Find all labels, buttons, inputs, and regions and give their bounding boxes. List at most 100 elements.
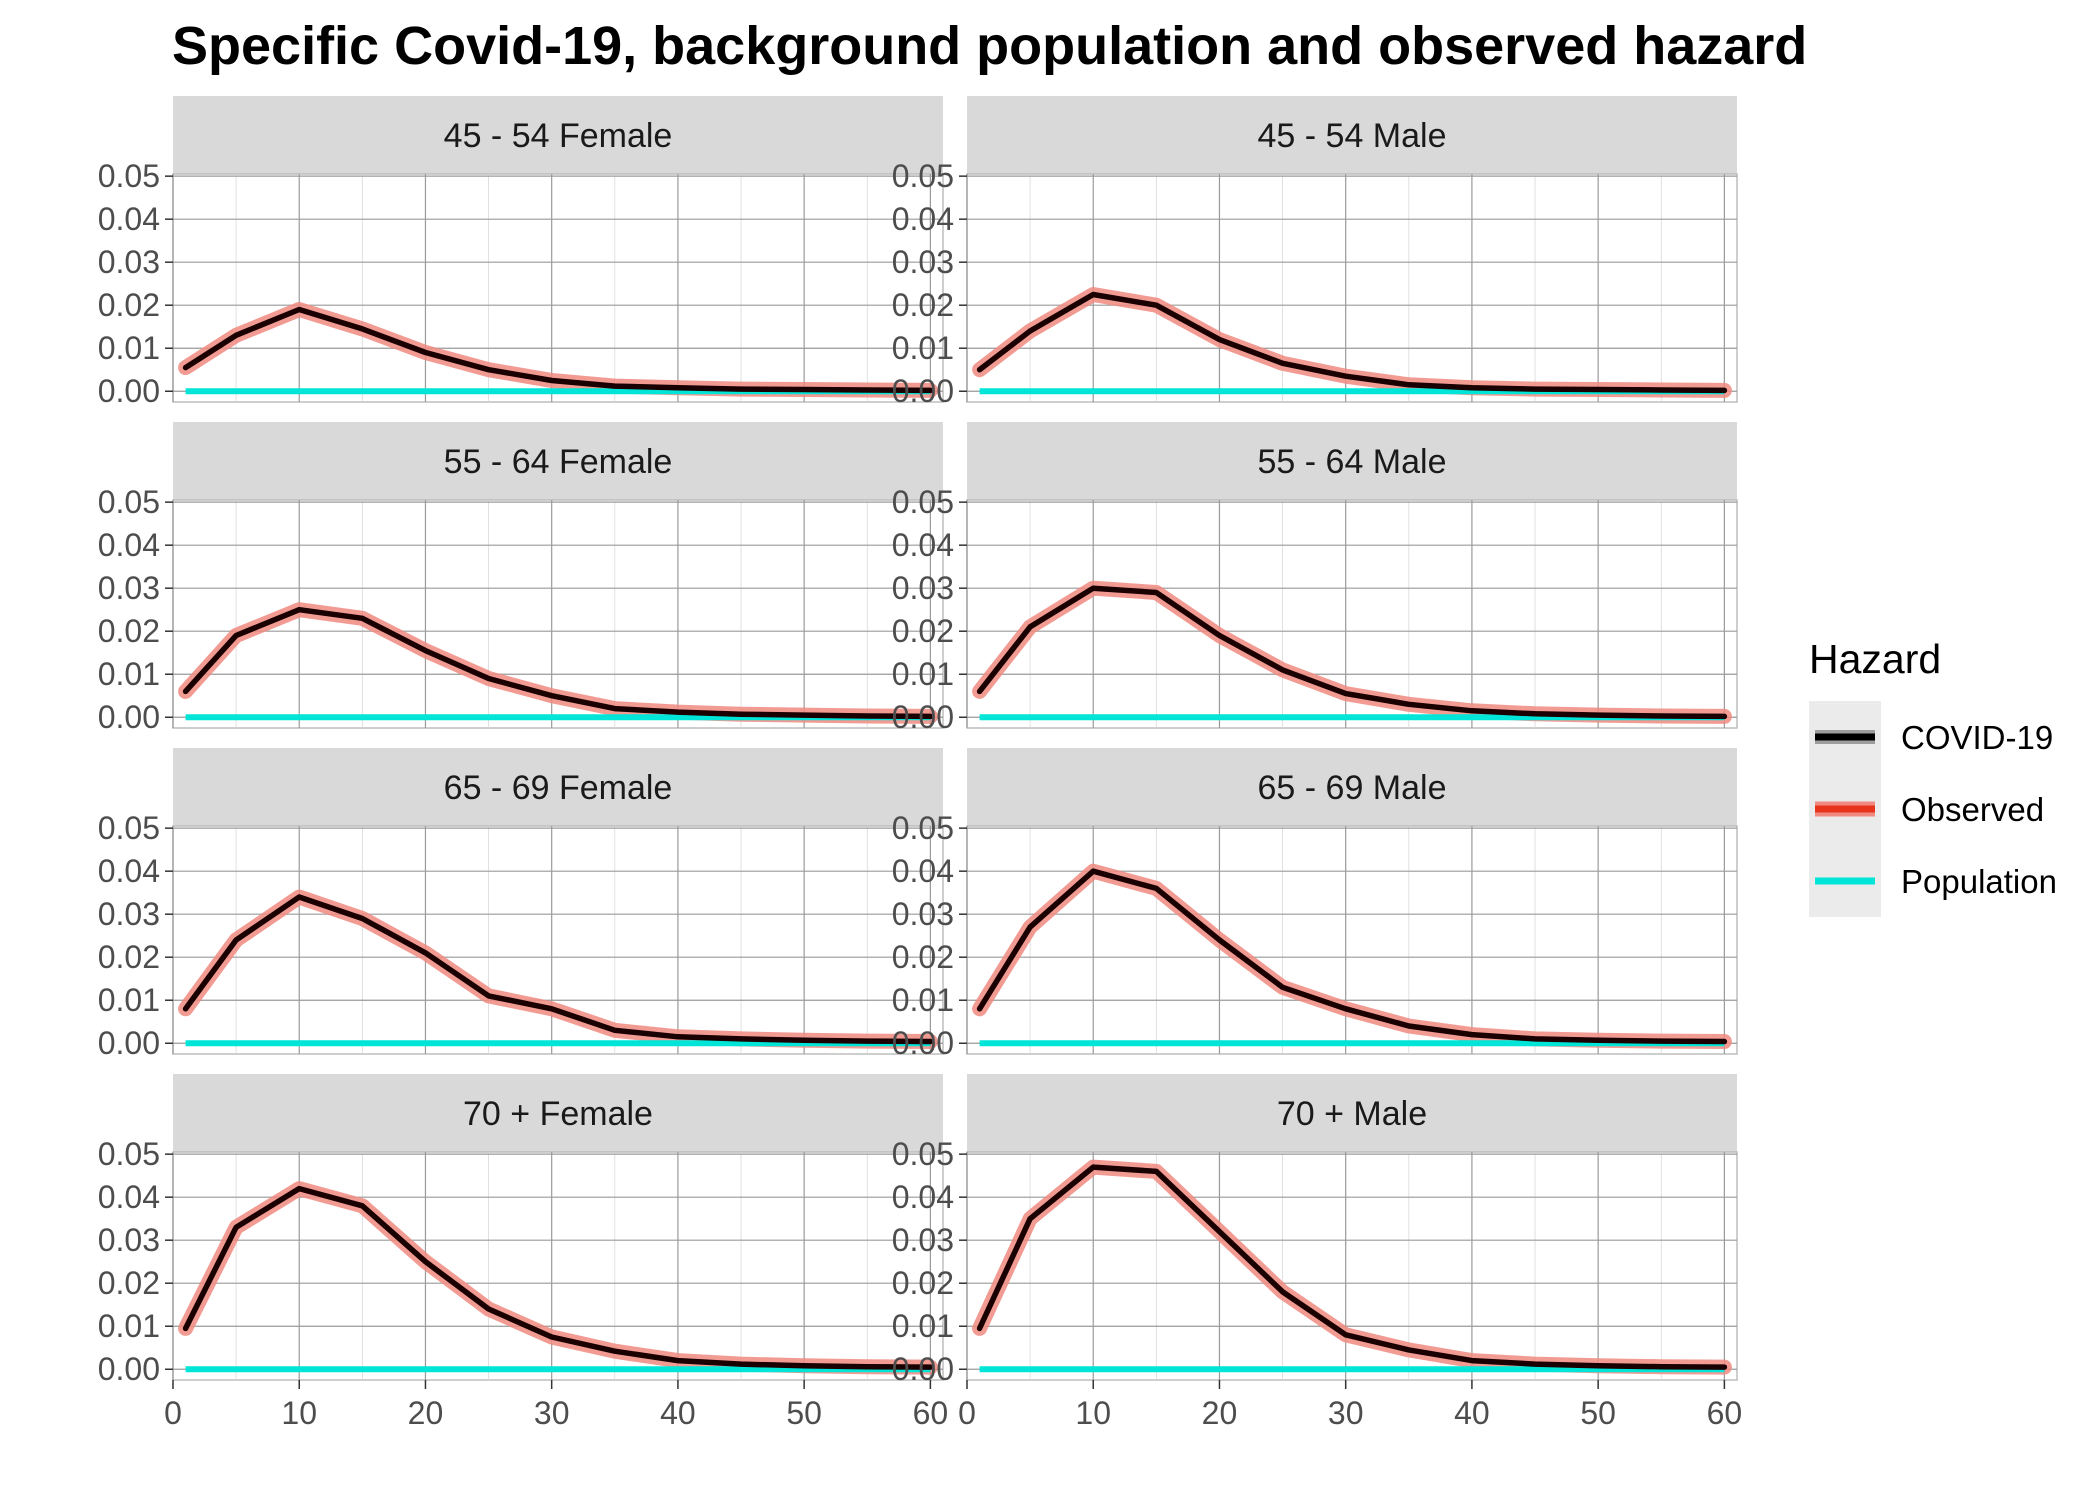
- covid-19-point: [549, 377, 555, 383]
- covid-19-point: [1027, 924, 1033, 930]
- legend-title: Hazard: [1809, 636, 1941, 682]
- covid-19-point: [296, 307, 302, 313]
- strip-label: 70 + Male: [1277, 1095, 1427, 1133]
- covid-19-point: [1343, 1332, 1349, 1338]
- y-tick-label: 0.01: [892, 656, 954, 692]
- plot-area: [966, 825, 1738, 1055]
- x-tick-label: 30: [534, 1395, 570, 1431]
- covid-19-point: [927, 387, 933, 393]
- covid-19-point: [1721, 713, 1727, 719]
- covid-19-point: [183, 688, 189, 694]
- plot-area: [966, 173, 1738, 403]
- plot-area: [172, 173, 944, 403]
- covid-19-point: [1721, 1039, 1727, 1045]
- strip-label: 55 - 64 Male: [1258, 443, 1447, 481]
- covid-19-point: [359, 615, 365, 621]
- covid-19-point: [1595, 712, 1601, 718]
- covid-19-point: [1027, 1216, 1033, 1222]
- x-tick-label: 10: [281, 1395, 317, 1431]
- covid-19-point: [675, 709, 681, 715]
- covid-19-point: [1280, 984, 1286, 990]
- covid-19-point: [233, 633, 239, 639]
- covid-19-point: [549, 1334, 555, 1340]
- covid-19-point: [183, 1325, 189, 1331]
- covid-19-point: [1658, 1364, 1664, 1370]
- grid: [172, 826, 943, 1054]
- strip-label: 45 - 54 Female: [444, 117, 673, 155]
- panel-55-64-male: 55 - 64 Male 0.00 0.01 0.02 0.03 0.04 0.05: [892, 422, 1738, 735]
- covid-19-point: [1343, 691, 1349, 697]
- legend: Hazard COVID-19 Observed Population: [1809, 636, 2057, 917]
- covid-19-point: [233, 1224, 239, 1230]
- covid-19-point: [1216, 337, 1222, 343]
- strip-label: 45 - 54 Male: [1258, 117, 1447, 155]
- panel-70-plus-male: 70 + Male 0.00 0.01 0.02 0.03 0.04 0.05: [892, 1074, 1738, 1387]
- covid-19-point: [738, 1361, 744, 1367]
- y-tick-label: 0.01: [892, 982, 954, 1018]
- covid-19-point: [359, 1203, 365, 1209]
- x-tick-label: 60: [913, 1395, 949, 1431]
- covid-19-point: [738, 711, 744, 717]
- covid-19-point: [296, 1186, 302, 1192]
- y-tick-label: 0.03: [98, 570, 160, 606]
- covid-19-point: [864, 387, 870, 393]
- covid-19-point: [801, 1363, 807, 1369]
- y-axis: 0.00 0.01 0.02 0.03 0.04 0.05: [98, 810, 173, 1061]
- legend-label-population: Population: [1901, 863, 2057, 900]
- y-tick-label: 0.05: [98, 1136, 160, 1172]
- x-tick-label: 10: [1075, 1395, 1111, 1431]
- x-tick-label: 20: [1202, 1395, 1238, 1431]
- y-tick-label: 0.03: [892, 896, 954, 932]
- covid-19-point: [801, 712, 807, 718]
- covid-19-point: [1090, 868, 1096, 874]
- covid-19-point: [1343, 373, 1349, 379]
- grid: [966, 826, 1737, 1054]
- covid-19-point: [233, 332, 239, 338]
- strip-65-69-female: [173, 748, 943, 826]
- covid-19-point: [1406, 701, 1412, 707]
- covid-19-point: [1027, 624, 1033, 630]
- y-tick-label: 0.03: [892, 570, 954, 606]
- strip-45-54-male: [967, 96, 1737, 174]
- strip-55-64-male: [967, 422, 1737, 500]
- covid-19-point: [1406, 1023, 1412, 1029]
- y-tick-label: 0.04: [892, 201, 954, 237]
- plot-area: [172, 825, 944, 1055]
- covid-19-point: [1280, 667, 1286, 673]
- covid-19-point: [183, 365, 189, 371]
- panel-65-69-male: 65 - 69 Male 0.00 0.01 0.02 0.03 0.04 0.05: [892, 748, 1738, 1061]
- strip-45-54-female: [173, 96, 943, 174]
- y-tick-label: 0.02: [892, 1265, 954, 1301]
- strip-70-plus-female: [173, 1074, 943, 1152]
- covid-19-point: [1216, 937, 1222, 943]
- covid-19-point: [1153, 589, 1159, 595]
- y-tick-label: 0.02: [98, 287, 160, 323]
- covid-19-point: [1153, 302, 1159, 308]
- panel-65-69-female: 65 - 69 Female 0.00 0.01 0.02 0.03 0.04 0.05: [98, 748, 944, 1061]
- covid-19-point: [1469, 1358, 1475, 1364]
- y-tick-label: 0.01: [98, 330, 160, 366]
- y-tick-label: 0.05: [892, 1136, 954, 1172]
- chart-title: Specific Covid-19, background population…: [172, 16, 1807, 76]
- y-tick-label: 0.05: [98, 484, 160, 520]
- covid-19-point: [612, 1348, 618, 1354]
- covid-19-point: [864, 713, 870, 719]
- y-tick-label: 0.03: [98, 896, 160, 932]
- covid-19-point: [1658, 387, 1664, 393]
- y-tick-label: 0.04: [892, 527, 954, 563]
- y-tick-label: 0.01: [98, 982, 160, 1018]
- covid-19-point: [1595, 1037, 1601, 1043]
- y-tick-label: 0.00: [98, 1025, 160, 1061]
- covid-19-point: [422, 350, 428, 356]
- y-axis: 0.00 0.01 0.02 0.03 0.04 0.05: [892, 1136, 967, 1387]
- covid-19-point: [1153, 885, 1159, 891]
- covid-19-point: [1027, 328, 1033, 334]
- covid-19-point: [1153, 1168, 1159, 1174]
- y-tick-label: 0.02: [98, 1265, 160, 1301]
- covid-19-point: [1658, 1038, 1664, 1044]
- covid-19-point: [422, 1259, 428, 1265]
- y-axis: 0.00 0.01 0.02 0.03 0.04 0.05: [892, 484, 967, 735]
- covid-19-point: [801, 387, 807, 393]
- y-tick-label: 0.05: [892, 158, 954, 194]
- y-tick-label: 0.00: [892, 1351, 954, 1387]
